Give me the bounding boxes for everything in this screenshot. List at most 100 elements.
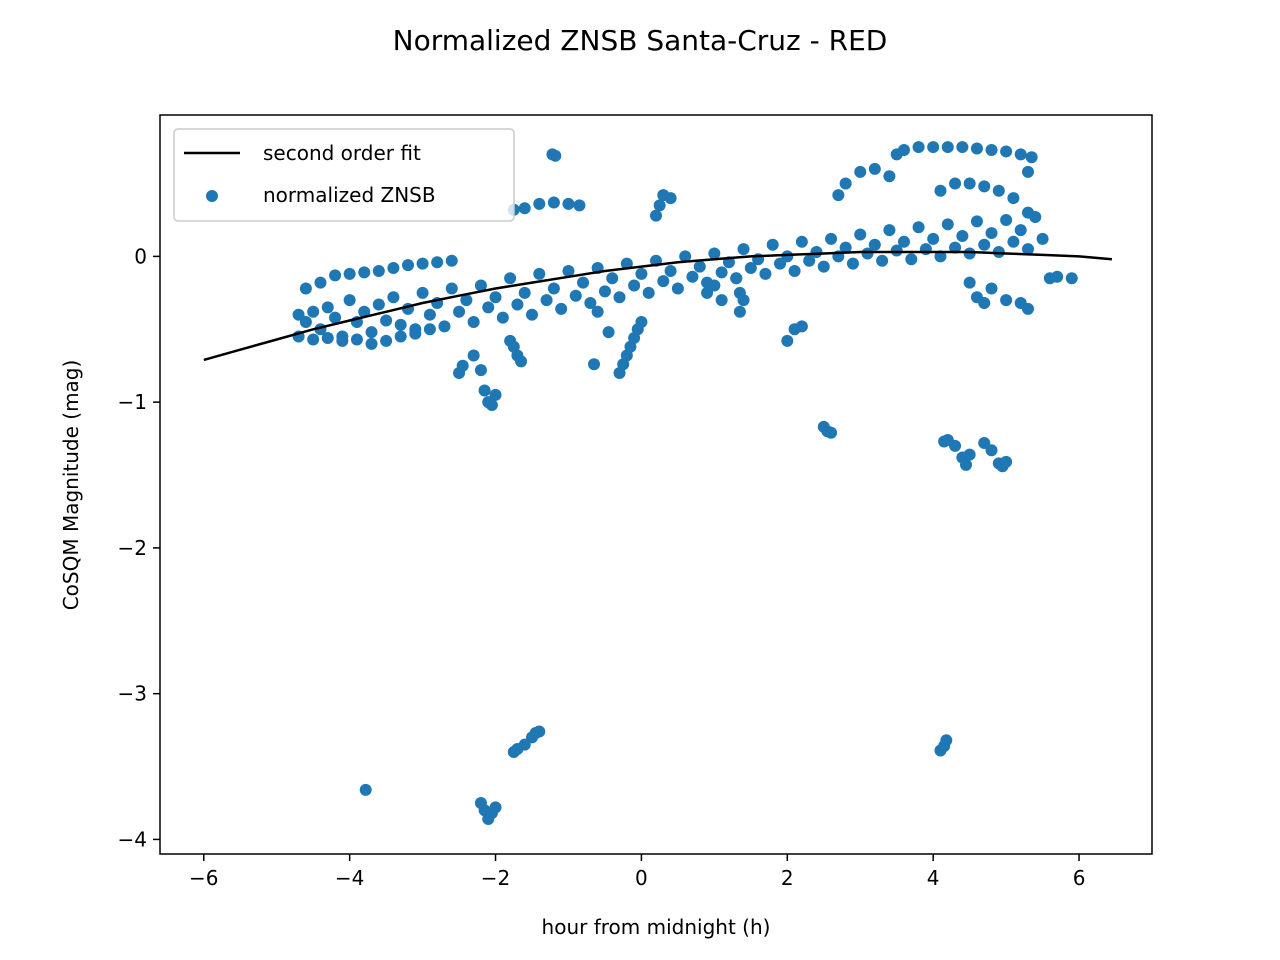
plot-area-frame	[159, 114, 1153, 855]
scatter-point	[883, 224, 896, 237]
y-tick-label: −1	[118, 390, 147, 414]
scatter-point	[941, 218, 954, 231]
scatter-point	[562, 264, 575, 277]
scatter-point	[671, 282, 684, 295]
scatter-point	[803, 254, 816, 267]
legend: second order fit normalized ZNSB	[173, 128, 515, 222]
scatter-point	[978, 180, 991, 193]
scatter-point	[359, 783, 372, 796]
scatter-point	[788, 264, 801, 277]
scatter-point	[577, 276, 590, 289]
y-tick-label: −3	[118, 682, 147, 706]
scatter-point	[456, 359, 469, 372]
scatter-point	[912, 221, 925, 234]
scatter-point	[299, 282, 312, 295]
scatter-point	[810, 246, 823, 259]
scatter-point	[1000, 455, 1013, 468]
scatter-point	[387, 291, 400, 304]
scatter-point	[664, 264, 677, 277]
scatter-point	[555, 302, 568, 315]
scatter-point	[533, 267, 546, 280]
scatter-point	[970, 215, 983, 228]
scatter-point	[992, 184, 1005, 197]
scatter-point	[737, 243, 750, 256]
scatter-point	[489, 291, 502, 304]
x-tick-label: −2	[481, 866, 510, 890]
scatter-point	[628, 279, 641, 292]
scatter-point	[573, 199, 586, 212]
scatter-point	[708, 279, 721, 292]
scatter-point	[350, 333, 363, 346]
scatter-point	[941, 141, 954, 154]
scatter-point	[759, 267, 772, 280]
scatter-point	[832, 189, 845, 202]
scatter-point	[868, 238, 881, 251]
scatter-point	[540, 294, 553, 307]
scatter-point	[416, 286, 429, 299]
scatter-point	[1065, 272, 1078, 285]
scatter-point	[299, 315, 312, 328]
scatter-point	[602, 326, 615, 339]
scatter-point	[664, 192, 677, 205]
scatter-point	[1000, 213, 1013, 226]
scatter-point	[329, 311, 342, 324]
scatter-point	[1036, 232, 1049, 245]
scatter-point	[489, 388, 502, 401]
scatter-point	[686, 270, 699, 283]
scatter-point	[883, 170, 896, 183]
scatter-point	[693, 260, 706, 273]
scatter-point	[1007, 192, 1020, 205]
scatter-point	[650, 209, 662, 222]
scatter-point	[978, 436, 991, 449]
scatter-point	[518, 738, 531, 751]
y-axis: 0 −1 −2 −3 −4	[118, 244, 160, 851]
scatter-point	[423, 323, 436, 336]
scatter-point	[854, 165, 867, 178]
scatter-point	[956, 141, 969, 154]
scatter-point	[387, 262, 400, 275]
scatter-point	[1014, 224, 1027, 237]
scatter-point	[795, 235, 808, 248]
scatter-point	[653, 199, 666, 212]
scatter-point	[679, 250, 692, 263]
legend-marker-swatch	[206, 190, 218, 202]
scatter-point	[380, 314, 393, 327]
scatter-point	[635, 315, 648, 328]
scatter-point	[927, 141, 940, 154]
x-tick-label: −6	[189, 866, 218, 890]
scatter-point	[949, 439, 962, 452]
scatter-point	[839, 241, 852, 254]
scatter-point	[985, 444, 998, 457]
scatter-point	[533, 725, 546, 738]
scatter-point	[701, 286, 714, 299]
scatter-point	[423, 308, 436, 321]
x-tick-label: 6	[1073, 866, 1086, 890]
scatter-point	[781, 250, 794, 263]
scatter-point	[307, 333, 320, 346]
scatter-point	[912, 141, 925, 154]
legend-label-scatter: normalized ZNSB	[263, 183, 436, 207]
x-tick-label: 0	[635, 866, 648, 890]
scatter-point	[927, 232, 940, 245]
scatter-point	[372, 298, 385, 311]
scatter-point	[985, 227, 998, 240]
scatter-point	[960, 458, 972, 471]
scatter-point	[795, 320, 808, 333]
scatter-point	[868, 162, 881, 175]
scatter-point	[511, 298, 524, 311]
scatter-point	[547, 196, 560, 209]
scatter-point	[774, 257, 786, 270]
scatter-point	[307, 305, 320, 318]
x-tick-label: 2	[781, 866, 794, 890]
scatter-point	[985, 282, 998, 295]
scatter-point	[292, 308, 305, 321]
scatter-point	[985, 143, 998, 156]
scatter-point	[453, 305, 466, 318]
scatter-point	[890, 244, 903, 257]
scatter-point	[485, 399, 498, 412]
fit-line	[203, 250, 1113, 362]
scatter-point	[956, 229, 969, 242]
scatter-point	[526, 308, 538, 321]
scatter-point	[1007, 235, 1020, 248]
